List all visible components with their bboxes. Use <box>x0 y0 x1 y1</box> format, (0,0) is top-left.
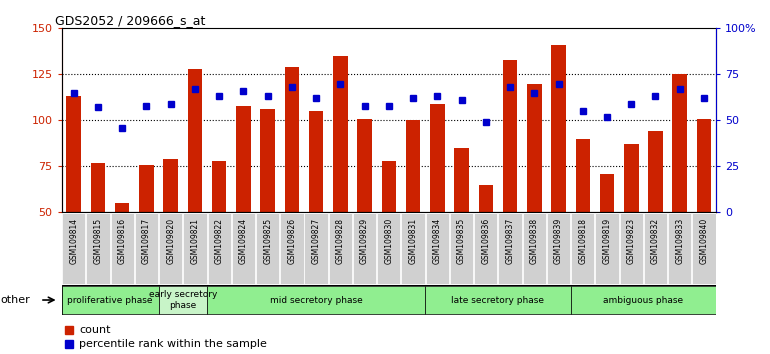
FancyBboxPatch shape <box>207 286 425 314</box>
Bar <box>697 119 711 212</box>
FancyBboxPatch shape <box>280 213 303 284</box>
FancyBboxPatch shape <box>692 213 715 284</box>
FancyBboxPatch shape <box>595 213 618 284</box>
Text: GSM109826: GSM109826 <box>287 218 296 264</box>
FancyBboxPatch shape <box>256 213 280 284</box>
Bar <box>551 45 566 212</box>
Text: mid secretory phase: mid secretory phase <box>270 296 363 304</box>
Text: proliferative phase: proliferative phase <box>67 296 152 304</box>
Bar <box>503 59 517 212</box>
Bar <box>115 203 129 212</box>
Bar <box>430 104 444 212</box>
FancyBboxPatch shape <box>208 213 231 284</box>
Text: GSM109832: GSM109832 <box>651 218 660 264</box>
FancyBboxPatch shape <box>450 213 474 284</box>
Bar <box>212 161 226 212</box>
Bar <box>454 148 469 212</box>
Text: count: count <box>79 325 110 335</box>
Bar <box>575 139 590 212</box>
Bar <box>648 131 663 212</box>
Text: GSM109834: GSM109834 <box>433 218 442 264</box>
FancyBboxPatch shape <box>62 286 159 314</box>
Bar <box>236 105 251 212</box>
Bar <box>285 67 300 212</box>
Text: other: other <box>0 295 30 305</box>
FancyBboxPatch shape <box>135 213 158 284</box>
Text: GSM109821: GSM109821 <box>190 218 199 264</box>
FancyBboxPatch shape <box>620 213 643 284</box>
Bar <box>66 96 81 212</box>
Bar <box>624 144 638 212</box>
Bar <box>600 174 614 212</box>
FancyBboxPatch shape <box>547 213 570 284</box>
Text: GSM109827: GSM109827 <box>312 218 320 264</box>
Text: GSM109829: GSM109829 <box>360 218 369 264</box>
Text: ambiguous phase: ambiguous phase <box>604 296 684 304</box>
Text: GSM109822: GSM109822 <box>215 218 223 264</box>
Text: GSM109818: GSM109818 <box>578 218 588 264</box>
FancyBboxPatch shape <box>353 213 377 284</box>
Text: GSM109815: GSM109815 <box>93 218 102 264</box>
Text: late secretory phase: late secretory phase <box>451 296 544 304</box>
FancyBboxPatch shape <box>668 213 691 284</box>
Bar <box>672 74 687 212</box>
Text: GDS2052 / 209666_s_at: GDS2052 / 209666_s_at <box>55 14 206 27</box>
FancyBboxPatch shape <box>401 213 425 284</box>
FancyBboxPatch shape <box>304 213 328 284</box>
Text: GSM109839: GSM109839 <box>554 218 563 264</box>
Bar <box>406 120 420 212</box>
Bar <box>260 109 275 212</box>
Text: GSM109837: GSM109837 <box>506 218 514 264</box>
Text: GSM109814: GSM109814 <box>69 218 79 264</box>
FancyBboxPatch shape <box>159 213 182 284</box>
FancyBboxPatch shape <box>425 286 571 314</box>
Text: GSM109840: GSM109840 <box>699 218 708 264</box>
FancyBboxPatch shape <box>571 213 594 284</box>
Text: GSM109835: GSM109835 <box>457 218 466 264</box>
Bar <box>382 161 396 212</box>
Text: GSM109838: GSM109838 <box>530 218 539 264</box>
FancyBboxPatch shape <box>329 213 352 284</box>
Bar <box>139 165 154 212</box>
FancyBboxPatch shape <box>86 213 109 284</box>
FancyBboxPatch shape <box>644 213 667 284</box>
Text: GSM109825: GSM109825 <box>263 218 272 264</box>
Text: percentile rank within the sample: percentile rank within the sample <box>79 339 266 349</box>
Bar <box>91 163 105 212</box>
Text: early secretory
phase: early secretory phase <box>149 290 217 310</box>
Bar <box>527 84 541 212</box>
FancyBboxPatch shape <box>183 213 206 284</box>
FancyBboxPatch shape <box>474 213 497 284</box>
Text: GSM109816: GSM109816 <box>118 218 127 264</box>
Text: GSM109831: GSM109831 <box>409 218 417 264</box>
Text: GSM109820: GSM109820 <box>166 218 176 264</box>
Text: GSM109823: GSM109823 <box>627 218 636 264</box>
FancyBboxPatch shape <box>426 213 449 284</box>
Text: GSM109828: GSM109828 <box>336 218 345 264</box>
FancyBboxPatch shape <box>571 286 716 314</box>
FancyBboxPatch shape <box>523 213 546 284</box>
FancyBboxPatch shape <box>498 213 522 284</box>
Bar <box>478 185 493 212</box>
Text: GSM109824: GSM109824 <box>239 218 248 264</box>
Text: GSM109819: GSM109819 <box>602 218 611 264</box>
Text: GSM109817: GSM109817 <box>142 218 151 264</box>
Bar <box>163 159 178 212</box>
FancyBboxPatch shape <box>232 213 255 284</box>
Text: GSM109833: GSM109833 <box>675 218 685 264</box>
FancyBboxPatch shape <box>62 213 85 284</box>
Text: GSM109836: GSM109836 <box>481 218 490 264</box>
FancyBboxPatch shape <box>111 213 134 284</box>
Bar <box>309 111 323 212</box>
FancyBboxPatch shape <box>377 213 400 284</box>
Bar <box>188 69 203 212</box>
FancyBboxPatch shape <box>159 286 207 314</box>
Text: GSM109830: GSM109830 <box>384 218 393 264</box>
Bar <box>357 119 372 212</box>
Bar <box>333 56 347 212</box>
